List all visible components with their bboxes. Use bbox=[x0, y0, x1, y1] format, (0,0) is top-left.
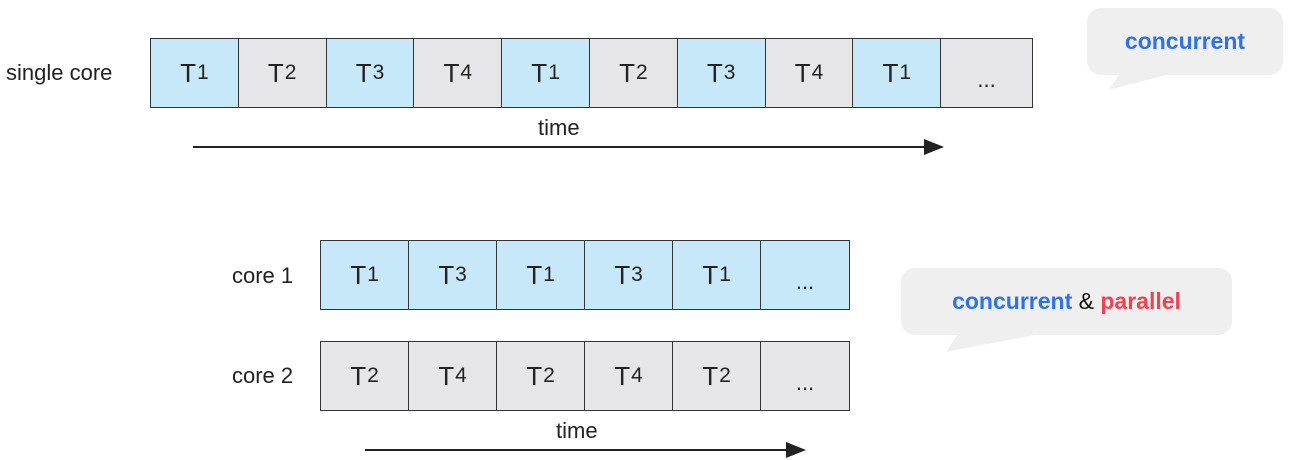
core1-timeline: T 1 T 3 T 1 T 3 T 1... bbox=[320, 240, 850, 310]
ampersand: & bbox=[1072, 288, 1101, 314]
core2-timeline: T 2 T 4 T 2 T 4 T 2... bbox=[320, 341, 850, 411]
task-index: 1 bbox=[719, 263, 731, 286]
task-index: 1 bbox=[548, 61, 560, 84]
task-name: T bbox=[180, 57, 196, 88]
task-index: 1 bbox=[367, 263, 379, 286]
bubble2-tail bbox=[946, 334, 1040, 352]
task-index: 4 bbox=[631, 364, 643, 387]
single-core-label: single core bbox=[6, 60, 113, 85]
task-index: 1 bbox=[899, 61, 912, 84]
task-cell: ... bbox=[761, 342, 849, 410]
task-name: ... bbox=[795, 370, 815, 395]
task-name: T bbox=[702, 259, 719, 290]
task-index: 2 bbox=[543, 364, 555, 387]
task-name: T bbox=[350, 259, 367, 290]
task-name: T bbox=[619, 57, 635, 88]
task-index: 1 bbox=[197, 61, 209, 84]
task-index: 3 bbox=[631, 263, 643, 286]
single-core-timeline: T 1 T 2 T 3 T 4 T 1 T 2 T 3 T 4 T 1... bbox=[150, 38, 1033, 108]
task-index: 3 bbox=[723, 61, 736, 84]
task-name: T bbox=[614, 360, 631, 391]
concurrent-text: concurrent bbox=[952, 288, 1073, 314]
task-name: T bbox=[438, 360, 455, 391]
task-name: ... bbox=[977, 67, 996, 92]
task-name: T bbox=[882, 57, 899, 88]
task-index: 3 bbox=[455, 263, 467, 286]
task-name: T bbox=[531, 57, 548, 88]
task-name: T bbox=[526, 360, 543, 391]
task-name: T bbox=[794, 57, 811, 88]
task-name: ... bbox=[795, 269, 815, 294]
task-name: T bbox=[526, 259, 543, 290]
bubble1-tail bbox=[1108, 74, 1170, 90]
concurrent-text: concurrent bbox=[1124, 28, 1246, 54]
time-label-multi: time bbox=[556, 418, 598, 443]
task-name: T bbox=[355, 57, 372, 88]
task-index: 2 bbox=[367, 364, 379, 387]
core2-label: core 2 bbox=[232, 363, 294, 388]
task-cell: ... bbox=[761, 241, 849, 309]
task-index: 3 bbox=[372, 61, 385, 84]
task-index: 4 bbox=[811, 61, 824, 84]
task-index: 2 bbox=[719, 364, 731, 387]
parallel-text: parallel bbox=[1100, 288, 1181, 314]
task-index: 1 bbox=[543, 263, 555, 286]
task-index: 2 bbox=[635, 61, 648, 84]
task-index: 4 bbox=[455, 364, 467, 387]
task-name: T bbox=[350, 360, 367, 391]
task-name: T bbox=[443, 57, 460, 88]
task-name: T bbox=[706, 57, 723, 88]
concurrent-parallel-bubble: concurrent & parallel bbox=[901, 268, 1232, 335]
core1-label: core 1 bbox=[232, 263, 294, 288]
task-name: T bbox=[438, 259, 455, 290]
task-name: T bbox=[267, 57, 284, 88]
time-label-single: time bbox=[538, 115, 580, 140]
task-index: 4 bbox=[460, 61, 473, 84]
concurrent-bubble: concurrent bbox=[1087, 8, 1283, 75]
task-cell: ... bbox=[941, 39, 1032, 107]
task-index: 2 bbox=[284, 61, 297, 84]
task-name: T bbox=[702, 360, 719, 391]
task-name: T bbox=[614, 259, 631, 290]
